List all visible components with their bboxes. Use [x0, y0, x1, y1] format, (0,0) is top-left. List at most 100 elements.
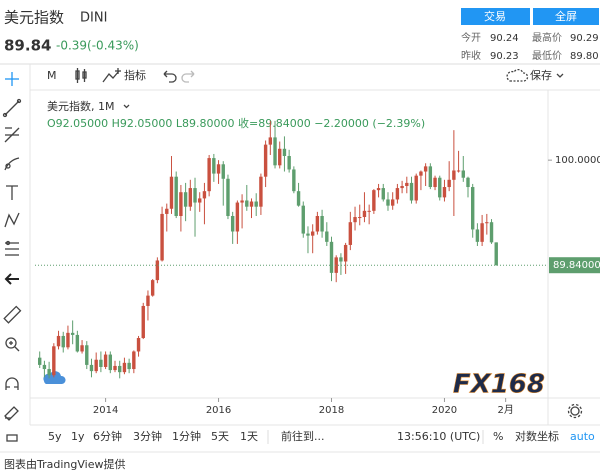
candle-body [320, 215, 324, 232]
ruler-tool[interactable] [3, 305, 22, 324]
text-tool[interactable] [6, 185, 18, 200]
log-button[interactable]: 对数坐标 [515, 429, 559, 443]
candle-body [61, 335, 65, 348]
candle-body [249, 201, 254, 207]
candle-body [160, 213, 164, 261]
candle-body [155, 260, 160, 281]
candle-body [89, 364, 94, 372]
range-button[interactable]: 1y [71, 430, 85, 443]
indicator-icon[interactable] [102, 68, 121, 83]
candle-body [447, 179, 451, 188]
range-button[interactable]: 1分钟 [172, 429, 201, 443]
candle-body [263, 144, 268, 177]
candle-body [372, 190, 376, 211]
candle-body [221, 164, 225, 179]
x-tick-label: 2014 [93, 405, 118, 416]
percent-button[interactable]: % [493, 430, 503, 443]
symbol-code: DINI [80, 11, 107, 26]
fullscreen-button[interactable] [533, 8, 599, 25]
goto-button[interactable]: 前往到... [281, 429, 325, 443]
candle-body [390, 199, 395, 206]
fib-tool[interactable] [4, 127, 20, 143]
stat-label: 今开 [461, 31, 481, 44]
plot-area: 100.00000 2014 2016 2018 2020 2月 89.84000 [35, 120, 600, 416]
price: 89.84 [4, 37, 51, 55]
candle-body [433, 177, 437, 188]
range-button[interactable]: 3分钟 [133, 429, 162, 443]
candle-body [127, 362, 131, 370]
brush-tool[interactable] [4, 157, 20, 171]
lock-tool[interactable] [4, 406, 19, 421]
candle-body [113, 365, 117, 371]
stat-label: 最高价 [532, 31, 562, 44]
trendline-tool[interactable] [2, 98, 22, 118]
candle-body [470, 187, 475, 230]
candle-body [461, 170, 465, 178]
candle-body [287, 156, 291, 170]
legend-menu-arrow[interactable] [123, 104, 130, 109]
auto-button[interactable]: auto [570, 430, 595, 443]
candle-body [108, 354, 113, 371]
candle-body [188, 188, 193, 207]
redo-icon[interactable] [181, 70, 195, 83]
candle-body [348, 222, 353, 245]
candle-body [150, 280, 155, 296]
drawing-tools [2, 72, 22, 442]
candle-body [146, 295, 150, 306]
magnet-tool[interactable] [5, 377, 19, 390]
candle-body [480, 223, 484, 242]
candle-body [99, 359, 103, 367]
settings-icon[interactable] [567, 403, 583, 419]
candle-body [405, 182, 409, 187]
range-button[interactable]: 1天 [240, 430, 258, 443]
save-button[interactable]: 保存 [530, 68, 552, 82]
trade-button[interactable] [461, 8, 530, 25]
candle-body [70, 332, 75, 335]
trade-button-label[interactable]: 交易 [484, 9, 506, 23]
candle-body [325, 231, 329, 242]
stat-value: 90.24 [490, 33, 519, 44]
candle-body [386, 199, 390, 206]
candle-body [207, 158, 211, 192]
candle-body [165, 208, 169, 214]
candle-body [395, 188, 400, 200]
candle-body [438, 177, 442, 198]
crosshair-tool[interactable] [5, 72, 19, 86]
x-tick-label: 2020 [432, 405, 457, 416]
x-tick-label: 2016 [206, 405, 231, 416]
watermark: FX168 [453, 370, 545, 400]
candle-body [456, 170, 461, 172]
symbol-name: 美元指数 [4, 9, 64, 27]
undo-icon[interactable] [163, 70, 177, 83]
range-button[interactable]: 6分钟 [93, 429, 122, 443]
candle-body [193, 188, 197, 203]
candle-body [278, 148, 282, 166]
indicators-button[interactable]: 指标 [124, 68, 146, 82]
candle-body [310, 231, 315, 236]
candle-body [235, 202, 240, 232]
prediction-tool[interactable] [5, 240, 19, 256]
range-button[interactable]: 5y [48, 430, 62, 443]
candle-body [362, 210, 367, 218]
fullscreen-button-label[interactable]: 全屏 [555, 9, 577, 23]
candle-body [254, 201, 258, 207]
back-tool[interactable] [4, 273, 19, 285]
candle-body [315, 215, 320, 232]
range-button[interactable]: 5天 [211, 430, 229, 443]
candle-type-icon[interactable] [75, 68, 87, 83]
pattern-tool[interactable] [4, 212, 20, 228]
candle-body [282, 148, 287, 157]
stat-value: 89.80 [570, 51, 599, 62]
candle-body [339, 257, 343, 262]
save-menu-arrow[interactable] [556, 73, 564, 78]
zoom-tool[interactable] [5, 337, 20, 352]
candle-body [75, 334, 80, 352]
candle-body [485, 222, 489, 224]
cloud-icon[interactable] [506, 68, 529, 82]
trash-tool[interactable] [6, 434, 18, 442]
candle-body [212, 158, 216, 174]
stat-value: 90.23 [490, 51, 519, 62]
candle-body [183, 192, 188, 207]
candle-body [400, 186, 404, 189]
interval-button[interactable]: M [47, 69, 57, 82]
